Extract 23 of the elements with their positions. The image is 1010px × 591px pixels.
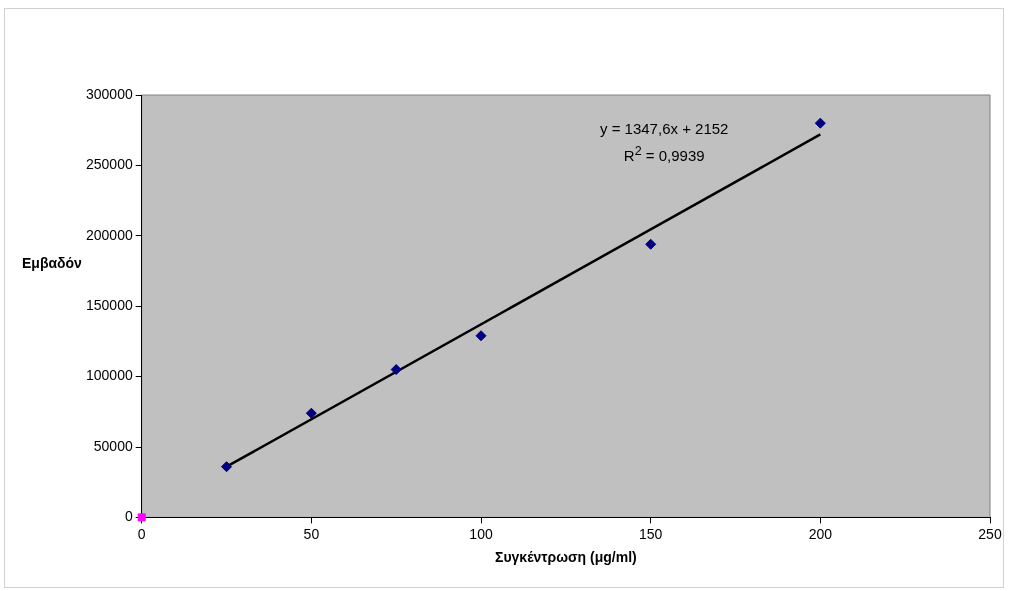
annotation: y = 1347,6x + 2152 (600, 119, 729, 139)
point (390, 364, 402, 376)
y-tick-label: 300000 (86, 85, 133, 102)
y-tick-label: 250000 (86, 156, 133, 173)
y-tick-label: 150000 (86, 297, 133, 314)
x-tick-label: 0 (137, 525, 146, 542)
point (475, 330, 487, 342)
x-tick-label: 100 (469, 525, 493, 542)
x-tick-label: 250 (978, 525, 1002, 542)
y-tick-label: 200000 (86, 226, 133, 243)
point (814, 117, 826, 129)
x-axis-title: Συγκέντρωση (μg/ml) (495, 549, 637, 566)
x-tick-label: 150 (639, 525, 663, 542)
point (645, 238, 657, 250)
point (221, 461, 233, 473)
y-tick-label: 100000 (86, 367, 133, 384)
x-tick-label: 50 (303, 525, 320, 542)
y-axis-title: Εμβαδόν (22, 254, 83, 271)
y-tick-label: 50000 (93, 437, 133, 454)
annotation: R$^{2}$ = 0,9939 (622, 143, 706, 166)
x-tick-label: 200 (808, 525, 833, 542)
point (305, 407, 317, 419)
y-tick-label: 0 (124, 508, 133, 525)
